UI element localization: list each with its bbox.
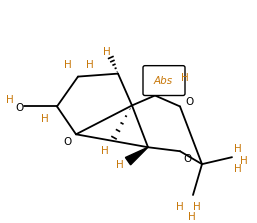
Text: H: H (234, 144, 242, 154)
Text: H: H (116, 160, 124, 170)
Text: O: O (186, 97, 194, 107)
Text: H: H (6, 95, 14, 105)
Polygon shape (125, 147, 148, 165)
Text: H: H (188, 212, 196, 222)
Text: O: O (64, 137, 72, 147)
Text: H: H (64, 60, 72, 70)
Text: H: H (181, 73, 189, 83)
Text: H: H (193, 202, 201, 212)
Text: H: H (103, 47, 111, 57)
Text: H: H (176, 202, 184, 212)
Polygon shape (155, 79, 180, 95)
FancyBboxPatch shape (143, 66, 185, 95)
Text: O: O (184, 154, 192, 164)
Text: H: H (101, 146, 109, 156)
Text: H: H (240, 156, 248, 166)
Text: Abs: Abs (153, 76, 172, 86)
Text: O: O (16, 103, 24, 114)
Text: H: H (41, 114, 49, 124)
Text: H: H (86, 60, 94, 70)
Text: H: H (234, 164, 242, 174)
